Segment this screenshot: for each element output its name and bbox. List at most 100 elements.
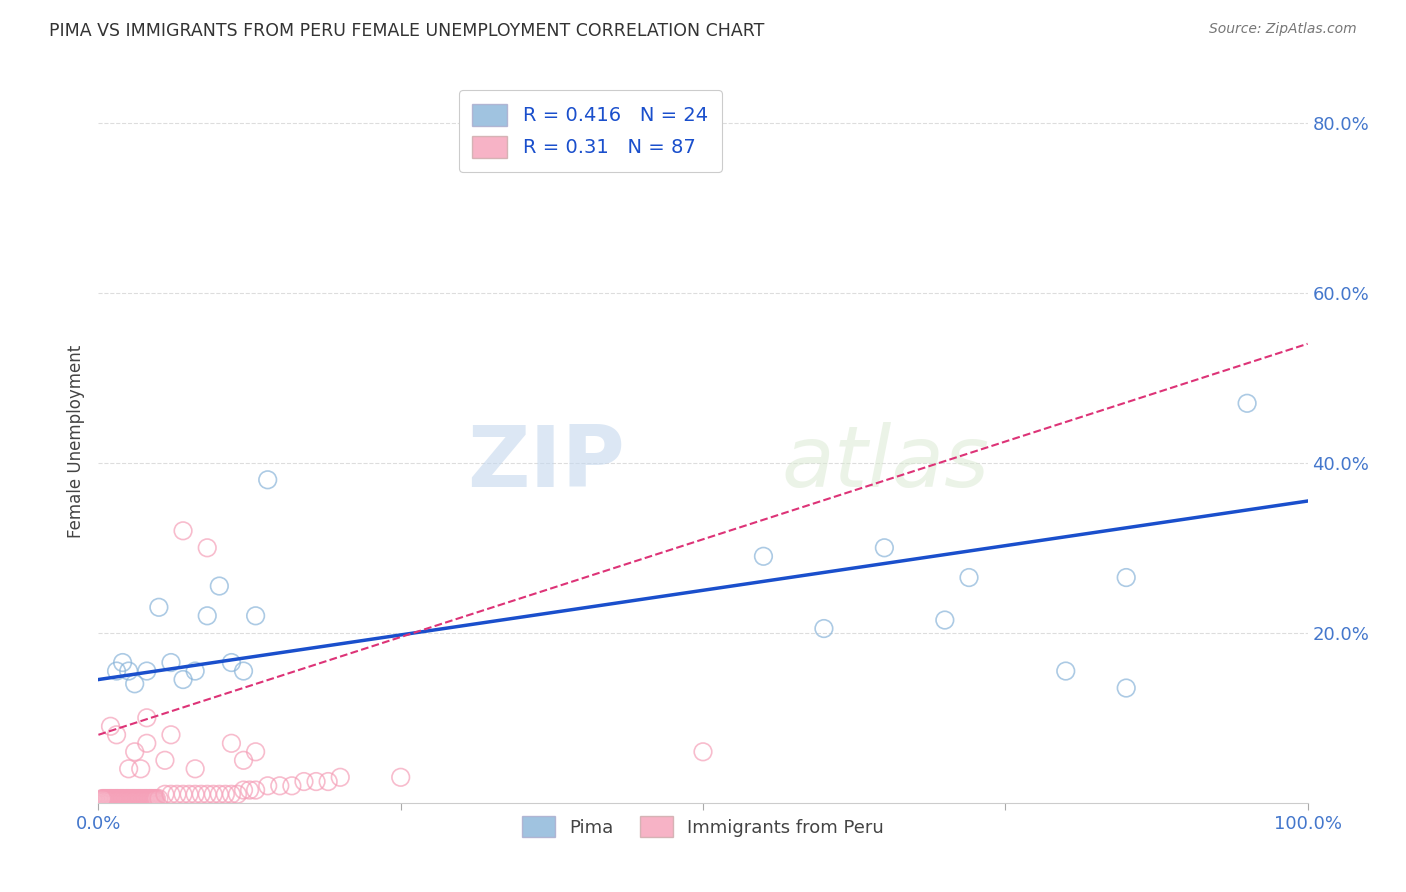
Point (389, 770, 412, 784)
Point (143, 791, 166, 805)
Point (160, 728, 183, 742)
Point (104, 791, 127, 805)
Point (148, 600, 170, 615)
Point (111, 656, 134, 670)
Text: ZIP: ZIP (467, 422, 624, 505)
Point (752, 549, 775, 564)
Point (107, 791, 129, 805)
Point (139, 791, 162, 805)
Point (329, 770, 352, 784)
Point (143, 791, 166, 805)
Point (232, 783, 254, 797)
Point (105, 728, 128, 742)
Point (124, 791, 146, 805)
Point (127, 791, 149, 805)
Point (115, 791, 138, 805)
Point (105, 791, 128, 805)
Text: Source: ZipAtlas.com: Source: ZipAtlas.com (1209, 22, 1357, 37)
Point (101, 791, 124, 805)
Point (202, 787, 225, 801)
Point (118, 791, 141, 805)
Point (221, 787, 243, 801)
Point (129, 791, 152, 805)
Point (100, 719, 122, 733)
Point (118, 762, 141, 776)
Point (1115, 570, 1137, 584)
Point (184, 664, 207, 678)
Point (142, 791, 165, 805)
Point (153, 753, 176, 767)
Point (195, 541, 218, 555)
Point (160, 656, 183, 670)
Text: PIMA VS IMMIGRANTS FROM PERU FEMALE UNEMPLOYMENT CORRELATION CHART: PIMA VS IMMIGRANTS FROM PERU FEMALE UNEM… (49, 22, 765, 40)
Point (239, 783, 262, 797)
Point (124, 745, 146, 759)
Point (221, 736, 243, 750)
Point (160, 787, 183, 801)
Point (118, 664, 141, 678)
Point (122, 791, 145, 805)
Point (128, 791, 150, 805)
Point (98, 791, 121, 805)
Point (94, 791, 117, 805)
Point (135, 791, 157, 805)
Point (172, 673, 194, 687)
Point (112, 791, 135, 805)
Point (232, 664, 254, 678)
Point (118, 791, 141, 805)
Point (148, 791, 170, 805)
Point (93, 791, 115, 805)
Point (127, 791, 149, 805)
Point (214, 787, 236, 801)
Point (135, 711, 157, 725)
Point (1115, 681, 1137, 695)
Point (105, 664, 128, 678)
Point (934, 613, 956, 627)
Point (131, 791, 153, 805)
Point (1054, 664, 1077, 678)
Point (281, 779, 304, 793)
Point (245, 608, 267, 623)
Point (256, 779, 278, 793)
Point (100, 791, 122, 805)
Point (135, 664, 157, 678)
Point (692, 745, 714, 759)
Point (957, 570, 980, 584)
Point (256, 473, 278, 487)
Point (292, 774, 315, 789)
Point (208, 787, 231, 801)
Point (226, 787, 249, 801)
Point (103, 791, 125, 805)
Point (184, 787, 207, 801)
Point (190, 787, 212, 801)
Point (269, 779, 291, 793)
Point (135, 791, 157, 805)
Point (135, 736, 157, 750)
Point (96, 791, 118, 805)
Point (110, 791, 132, 805)
Point (121, 791, 143, 805)
Point (114, 791, 136, 805)
Point (184, 762, 207, 776)
Point (97, 791, 120, 805)
Point (111, 791, 134, 805)
Y-axis label: Female Unemployment: Female Unemployment (66, 345, 84, 538)
Point (316, 774, 339, 789)
Point (145, 791, 167, 805)
Point (141, 791, 163, 805)
Point (195, 787, 218, 801)
Point (120, 791, 142, 805)
Point (91, 791, 114, 805)
Point (245, 783, 267, 797)
Point (153, 787, 176, 801)
Point (195, 608, 218, 623)
Point (108, 791, 131, 805)
Point (136, 791, 159, 805)
Text: atlas: atlas (782, 422, 990, 505)
Point (138, 791, 160, 805)
Point (873, 541, 896, 555)
Point (245, 745, 267, 759)
Point (208, 579, 231, 593)
Point (100, 791, 122, 805)
Point (172, 524, 194, 538)
